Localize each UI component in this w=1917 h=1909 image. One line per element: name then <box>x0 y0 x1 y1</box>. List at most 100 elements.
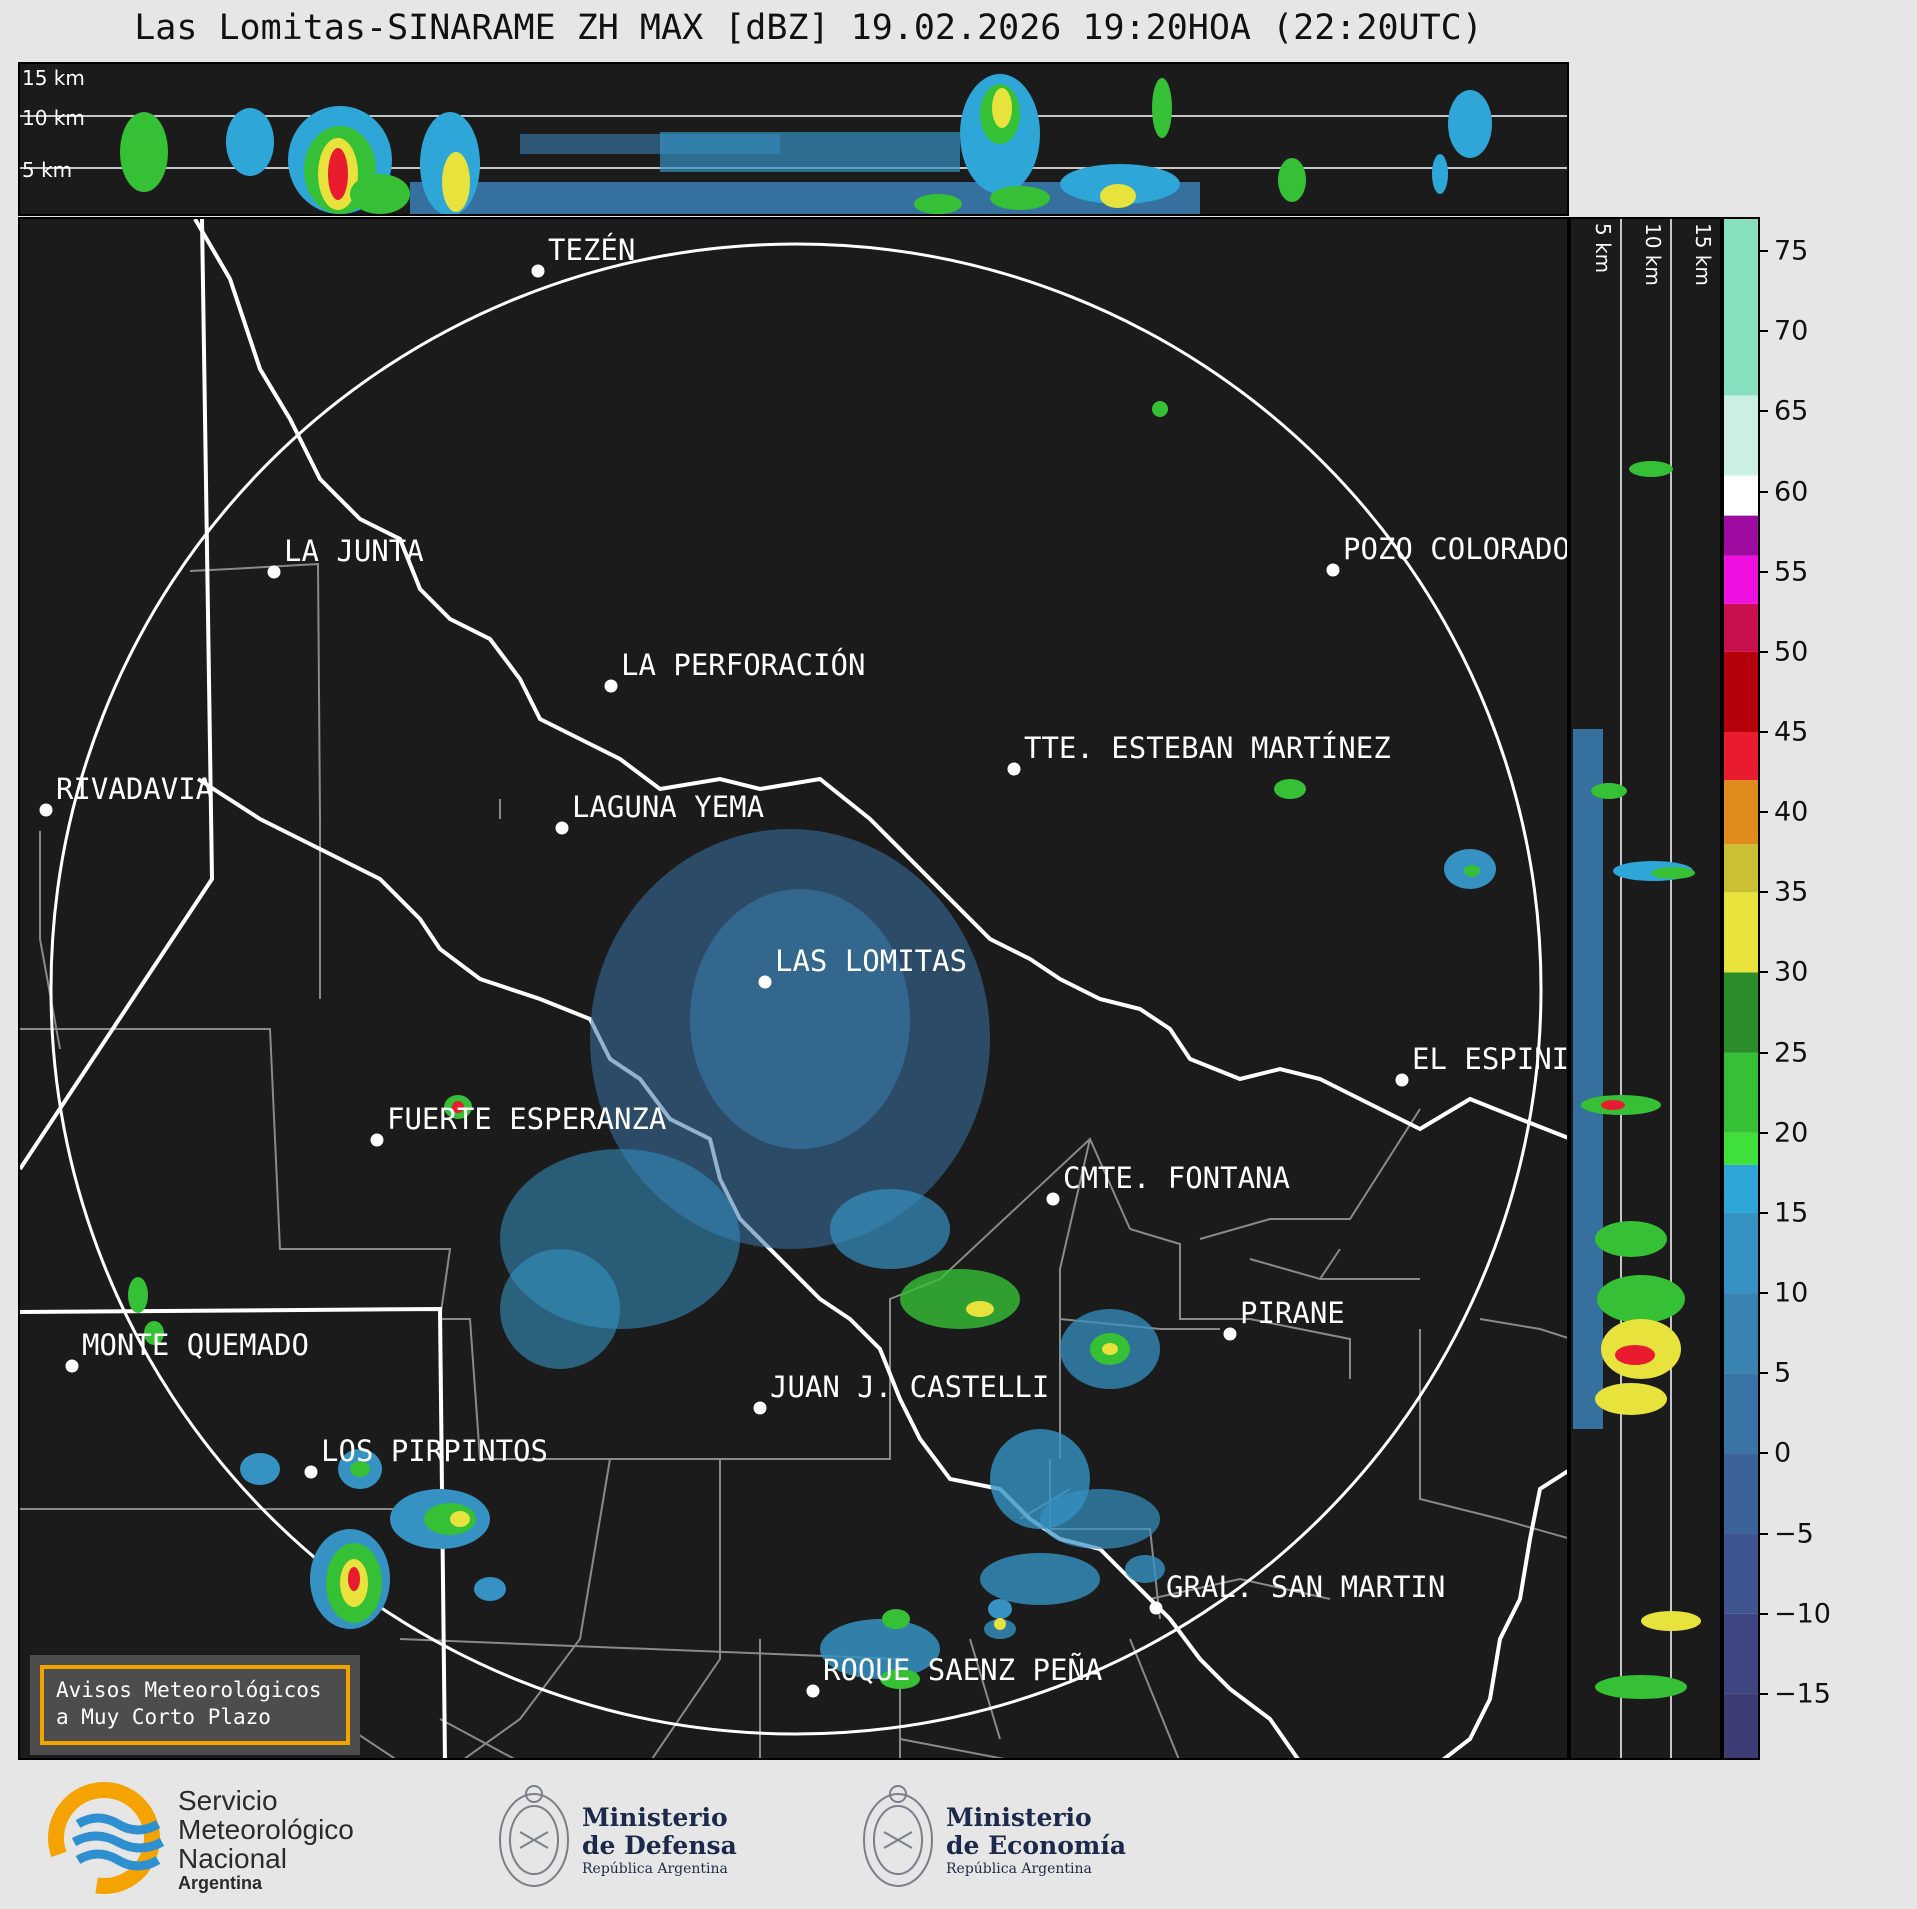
colorbar-tick <box>1760 1532 1768 1535</box>
colorbar-band <box>1724 1453 1758 1534</box>
place-dot <box>758 975 772 989</box>
colorbar-tick-label: 55 <box>1774 556 1809 588</box>
place-dot <box>555 821 569 835</box>
colorbar-tick <box>1760 410 1768 413</box>
place-label: TEZÉN <box>548 233 636 267</box>
place-dot <box>753 1401 767 1415</box>
colorbar-tick <box>1760 1692 1768 1695</box>
place-label: POZO COLORADO <box>1343 532 1569 566</box>
colorbar-band <box>1724 972 1758 1053</box>
colorbar-tick <box>1760 490 1768 493</box>
colorbar-tick-label: 20 <box>1774 1117 1809 1149</box>
colorbar-tick <box>1760 1211 1768 1214</box>
colorbar-band <box>1724 1693 1758 1758</box>
defensa-name: Ministerio de Defensa República Argentin… <box>582 1804 737 1878</box>
colorbar-tick-label: 5 <box>1774 1357 1792 1389</box>
place-label: LOS PIRPINTOS <box>321 1434 548 1468</box>
smn-logo-icon <box>48 1782 165 1894</box>
colorbar-tick <box>1760 1612 1768 1615</box>
place-label: EL ESPINILLO <box>1412 1042 1569 1076</box>
colorbar-tick-label: 40 <box>1774 796 1809 828</box>
place-dot <box>304 1465 318 1479</box>
colorbar-tick <box>1760 330 1768 333</box>
place-label: LA PERFORACIÓN <box>621 648 866 682</box>
colorbar-tick-label: 35 <box>1774 876 1809 908</box>
colorbar-tick <box>1760 971 1768 974</box>
place-label: RIVADAVIA <box>56 772 214 806</box>
place-label: ROQUE SAENZ PEÑA <box>823 1653 1103 1687</box>
colorbar-tick <box>1760 1452 1768 1455</box>
colorbar-band <box>1724 780 1758 845</box>
top-height-label-5: 5 km <box>22 158 73 182</box>
colorbar-tick-label: 65 <box>1774 395 1809 427</box>
colorbar-tick-label: 25 <box>1774 1037 1809 1069</box>
top-height-label-10: 10 km <box>22 106 85 130</box>
colorbar-tick <box>1760 570 1768 573</box>
colorbar-band <box>1724 1293 1758 1374</box>
defensa-seal-icon <box>499 1785 569 1887</box>
colorbar-band <box>1724 651 1758 732</box>
colorbar-band <box>1724 1613 1758 1694</box>
place-dot <box>39 803 53 817</box>
colorbar-band <box>1724 1533 1758 1614</box>
colorbar-tick <box>1760 1051 1768 1054</box>
colorbar-tick-label: −15 <box>1774 1678 1831 1710</box>
place-dot <box>1007 762 1021 776</box>
smn-line-4: Argentina <box>178 1873 263 1893</box>
colorbar-tick-label: 0 <box>1774 1437 1792 1469</box>
economia-name: Ministerio de Economía República Argenti… <box>946 1804 1126 1878</box>
economia-seal-icon <box>863 1785 933 1887</box>
place-dot <box>1326 563 1340 577</box>
smn-line-3: Nacional <box>178 1843 287 1874</box>
right-cross-section: 5 km 10 km 15 km <box>1569 217 1722 1760</box>
colorbar-tick-label: 50 <box>1774 636 1809 668</box>
radar-map-layers <box>20 219 1567 1758</box>
place-label: CMTE. FONTANA <box>1063 1161 1290 1195</box>
economia-line-1: Ministerio <box>946 1803 1092 1832</box>
place-label: FUERTE ESPERANZA <box>387 1102 667 1136</box>
right-height-label-15: 15 km <box>1691 223 1715 286</box>
colorbar-band <box>1724 395 1758 476</box>
province-borders <box>20 219 1567 1758</box>
place-label: LAS LOMITAS <box>775 944 968 978</box>
colorbar-tick <box>1760 1292 1768 1295</box>
colorbar-band <box>1724 219 1758 396</box>
place-dot <box>370 1133 384 1147</box>
place-dot <box>531 264 545 278</box>
colorbar-band <box>1724 1212 1758 1294</box>
colorbar-tick-label: 30 <box>1774 956 1809 988</box>
colorbar-tick <box>1760 250 1768 253</box>
warning-line-2: a Muy Corto Plazo <box>56 1705 271 1729</box>
colorbar-band <box>1724 603 1758 652</box>
place-dot <box>267 565 281 579</box>
colorbar-band <box>1724 555 1758 604</box>
economia-line-2: de Economía <box>946 1831 1127 1860</box>
footer-logos <box>48 1782 933 1894</box>
colorbar-band <box>1724 732 1758 781</box>
top-cross-section-echoes <box>20 74 1567 214</box>
right-height-label-5: 5 km <box>1591 223 1615 274</box>
colorbar-tick-label: 75 <box>1774 235 1809 267</box>
colorbar-tick-label: −10 <box>1774 1598 1831 1630</box>
place-dot <box>1223 1327 1237 1341</box>
radar-map[interactable]: TEZÉN LA JUNTA LA PERFORACIÓN POZO COLORADO… <box>18 217 1569 1760</box>
colorbar-tick <box>1760 1131 1768 1134</box>
colorbar-band <box>1724 1164 1758 1213</box>
place-dot <box>806 1684 820 1698</box>
colorbar-tick-label: −5 <box>1774 1518 1814 1550</box>
smn-name: Servicio Meteorológico Nacional Argentin… <box>178 1786 354 1893</box>
economia-line-3: República Argentina <box>946 1861 1092 1877</box>
warning-box[interactable]: Avisos Meteorológicos a Muy Corto Plazo <box>30 1655 360 1755</box>
warning-box-frame: Avisos Meteorológicos a Muy Corto Plazo <box>40 1665 350 1745</box>
page-title: Las Lomitas-SINARAME ZH MAX [dBZ] 19.02.… <box>134 8 1483 48</box>
colorbar-tick-label: 45 <box>1774 716 1809 748</box>
colorbar-bands <box>1724 219 1758 1758</box>
colorbar-band <box>1724 844 1758 893</box>
place-dot <box>1046 1192 1060 1206</box>
colorbar-tick <box>1760 811 1768 814</box>
colorbar-tick-label: 60 <box>1774 476 1809 508</box>
smn-line-2: Meteorológico <box>178 1814 354 1845</box>
colorbar-band <box>1724 1052 1758 1133</box>
place-dot <box>65 1359 79 1373</box>
colorbar-tick <box>1760 731 1768 733</box>
